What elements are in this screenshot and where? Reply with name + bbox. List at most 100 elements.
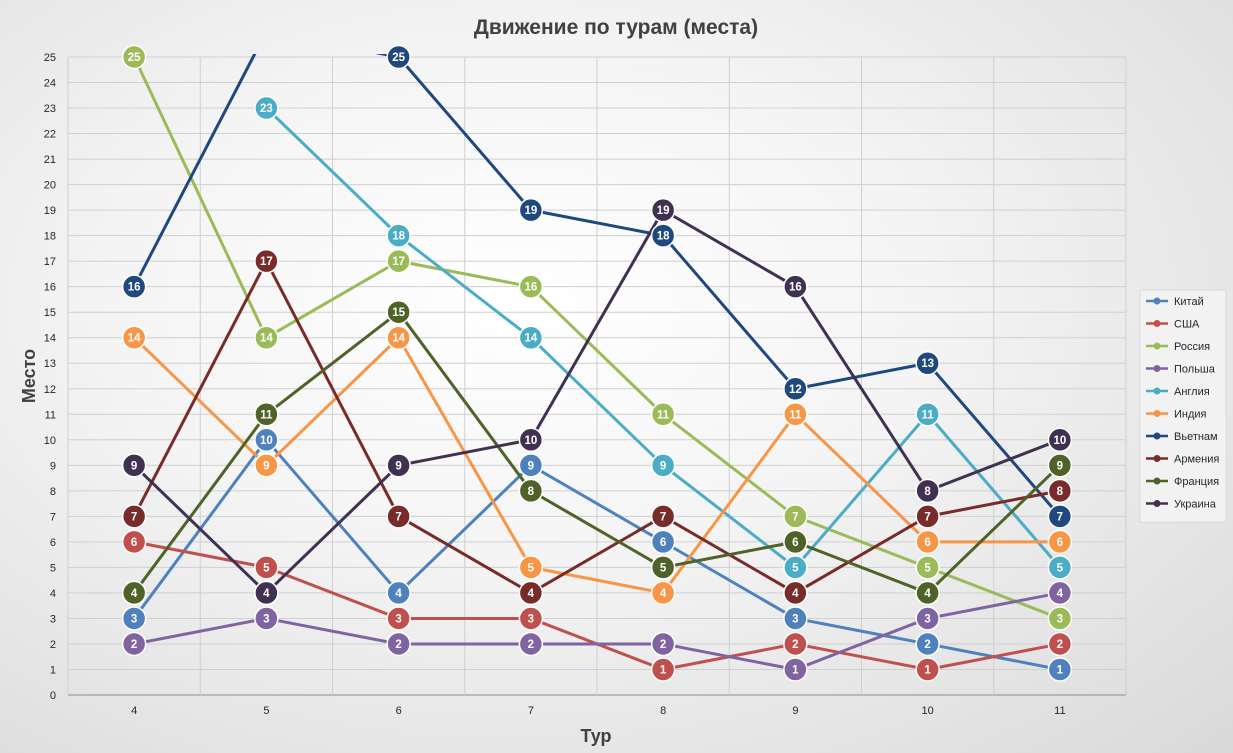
data-label: 3 <box>528 613 534 625</box>
series-line <box>132 55 1062 620</box>
data-point <box>783 631 808 657</box>
data-label: 2 <box>792 639 798 651</box>
data-point <box>1047 529 1073 555</box>
data-label: 3 <box>395 613 401 625</box>
data-label: 9 <box>660 460 666 472</box>
data-point <box>121 606 147 631</box>
data-label: 4 <box>528 588 535 600</box>
y-tick-label: 10 <box>44 435 56 447</box>
data-point <box>386 325 411 350</box>
data-point <box>650 197 676 223</box>
x-tick-label: 7 <box>528 705 534 717</box>
data-point <box>121 453 147 478</box>
data-label: 9 <box>528 460 534 472</box>
data-label: 11 <box>260 409 273 421</box>
legend-label: Индия <box>1174 409 1207 421</box>
legend-label: Франция <box>1174 476 1219 488</box>
y-tick-label: 16 <box>44 282 56 294</box>
y-tick-label: 25 <box>44 52 56 64</box>
data-label: 14 <box>392 333 405 345</box>
series-line <box>132 438 1062 671</box>
data-point <box>386 453 411 478</box>
y-tick-label: 22 <box>44 129 56 141</box>
data-point <box>386 504 411 529</box>
data-label: 6 <box>792 537 798 549</box>
data-label: 14 <box>524 333 537 345</box>
legend-marker <box>1153 365 1161 372</box>
data-label: 2 <box>395 639 401 651</box>
data-point <box>254 453 279 478</box>
data-label: 4 <box>660 588 667 600</box>
x-tick-label: 11 <box>1054 705 1065 717</box>
data-label: 16 <box>524 282 537 294</box>
data-label: 4 <box>131 588 138 600</box>
data-point <box>915 657 940 682</box>
data-point <box>121 631 147 657</box>
data-label: 1 <box>792 664 799 676</box>
data-label: 2 <box>660 639 666 651</box>
y-tick-label: 14 <box>44 333 56 345</box>
data-label: 13 <box>921 358 934 370</box>
legend-marker <box>1153 455 1161 462</box>
y-tick-label: 0 <box>50 690 56 702</box>
legend-label: Вьетнам <box>1174 431 1218 443</box>
data-point <box>254 402 279 427</box>
data-point <box>254 606 279 631</box>
data-point <box>783 580 808 606</box>
data-point <box>386 606 411 631</box>
data-point <box>518 606 544 631</box>
data-label: 16 <box>128 282 141 294</box>
y-tick-label: 23 <box>44 103 56 115</box>
legend-marker <box>1153 500 1161 507</box>
legend-marker <box>1153 387 1161 395</box>
data-label: 11 <box>657 409 670 421</box>
data-label: 6 <box>131 537 137 549</box>
legend-box <box>1139 289 1227 523</box>
data-point <box>121 580 147 606</box>
data-label: 7 <box>792 511 798 523</box>
data-point <box>650 657 676 682</box>
data-point <box>915 478 940 504</box>
data-label: 4 <box>792 588 799 600</box>
data-label: 18 <box>392 231 405 243</box>
data-point <box>121 274 147 299</box>
data-label: 23 <box>260 103 273 115</box>
data-label: 2 <box>131 639 137 651</box>
data-point <box>783 402 808 427</box>
data-point <box>915 350 940 376</box>
y-tick-label: 8 <box>50 486 56 498</box>
data-label: 7 <box>1057 511 1063 523</box>
data-point <box>518 555 544 580</box>
data-label: 10 <box>1053 435 1066 447</box>
data-label: 9 <box>1057 460 1063 472</box>
legend-marker <box>1153 477 1161 485</box>
y-tick-label: 21 <box>44 154 56 166</box>
series-line <box>132 54 1062 518</box>
data-label: 8 <box>924 486 931 498</box>
legend-marker <box>1153 342 1161 350</box>
legend: Китай США Россия Польша Англия Индия Вьетнам Ар… <box>1139 289 1227 523</box>
data-point <box>783 657 808 682</box>
data-point <box>1047 657 1073 682</box>
data-point <box>1047 504 1073 529</box>
chart-title: Движение по турам (места) <box>474 16 758 39</box>
data-point <box>121 325 147 350</box>
data-label: 6 <box>924 537 930 549</box>
x-tick-label: 9 <box>792 705 798 717</box>
data-label: 5 <box>660 562 667 574</box>
data-point <box>915 529 940 555</box>
data-point <box>386 248 411 274</box>
x-axis-title: Тур <box>580 726 611 746</box>
data-label: 17 <box>392 256 405 268</box>
x-tick-label: 8 <box>660 705 666 717</box>
series-line <box>132 208 1062 595</box>
data-point <box>1047 555 1073 580</box>
data-label: 5 <box>924 562 931 574</box>
data-point <box>518 478 544 504</box>
y-tick-label: 13 <box>44 358 56 370</box>
x-tick-label: 6 <box>396 705 402 717</box>
data-label: 1 <box>660 664 667 676</box>
data-point <box>783 555 808 580</box>
data-point <box>254 325 279 350</box>
y-tick-label: 6 <box>50 537 56 549</box>
